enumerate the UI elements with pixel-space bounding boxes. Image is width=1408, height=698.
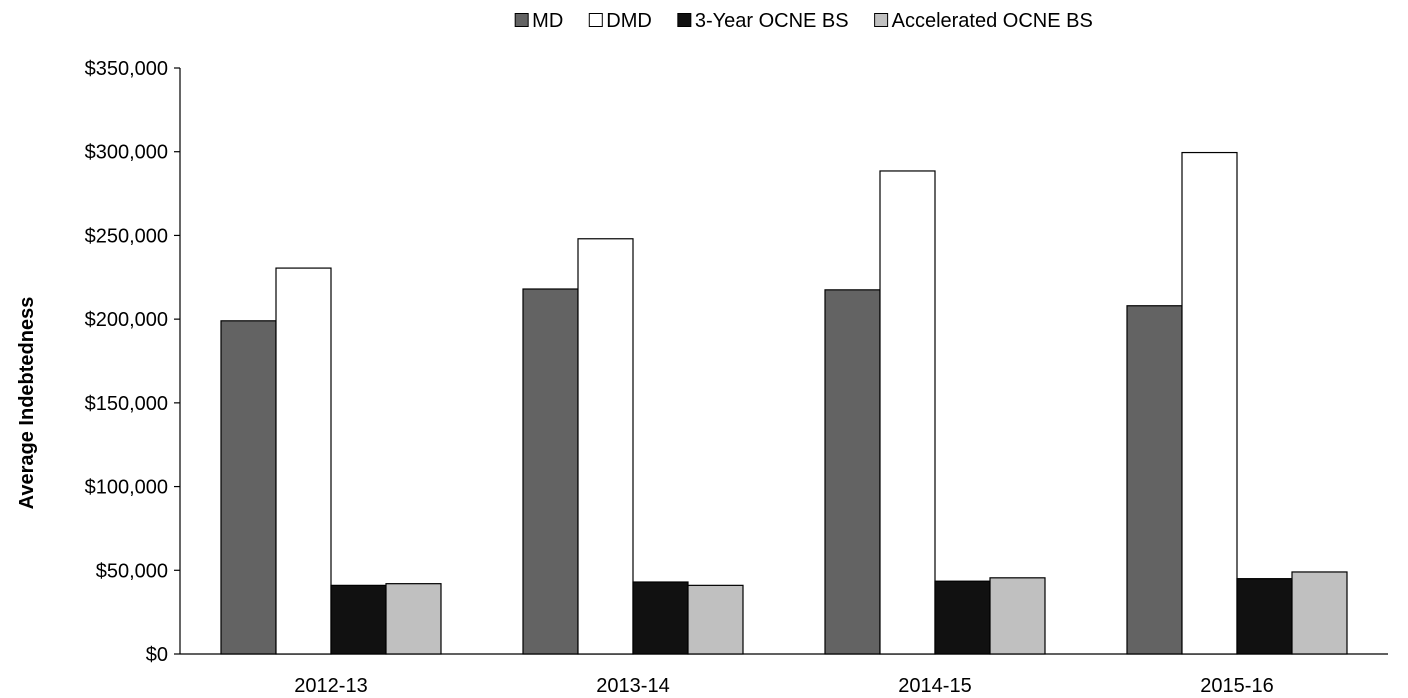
bar-accelerated-ocne-bs-2015-16: [1291, 571, 1348, 655]
bar-dmd-2014-15: [879, 170, 936, 655]
bar-md-2014-15: [824, 289, 881, 655]
legend-swatch: [874, 13, 889, 27]
bar-md-2012-13: [220, 320, 277, 655]
legend: MD DMD 3-Year OCNE BS Accelerated OCNE BS: [514, 10, 1093, 32]
legend-label: Accelerated OCNE BS: [892, 10, 1093, 32]
bar-3-year-ocne-bs-2015-16: [1236, 578, 1293, 655]
x-tick-label: 2013-14: [596, 675, 669, 697]
bar-accelerated-ocne-bs-2013-14: [687, 584, 744, 655]
bar-3-year-ocne-bs-2013-14: [632, 581, 689, 655]
y-tick-label: $350,000: [85, 58, 168, 80]
legend-swatch: [677, 13, 692, 27]
bars: [220, 151, 1348, 655]
y-tick-label: $250,000: [85, 225, 168, 247]
x-axis: 2012-13 2013-14 2014-15 2015-16: [180, 653, 1388, 697]
bar-accelerated-ocne-bs-2012-13: [385, 583, 442, 655]
bar-dmd-2015-16: [1181, 151, 1238, 655]
bar-3-year-ocne-bs-2014-15: [934, 580, 991, 655]
bar-3-year-ocne-bs-2012-13: [330, 584, 387, 655]
y-tick-label: $0: [146, 644, 168, 666]
bar-md-2015-16: [1126, 305, 1183, 655]
y-tick-label: $100,000: [85, 477, 168, 499]
x-tick-label: 2015-16: [1200, 675, 1273, 697]
y-tick-label: $50,000: [96, 560, 168, 582]
y-tick-label: $300,000: [85, 142, 168, 164]
bar-dmd-2013-14: [577, 238, 634, 655]
legend-swatch: [514, 13, 529, 27]
y-tick-label: $200,000: [85, 309, 168, 331]
legend-swatch: [588, 13, 603, 27]
x-tick-label: 2014-15: [898, 675, 971, 697]
y-tick-label: $150,000: [85, 393, 168, 415]
legend-label: 3-Year OCNE BS: [695, 10, 849, 32]
legend-label: MD: [532, 10, 563, 32]
legend-label: DMD: [606, 10, 652, 32]
bar-accelerated-ocne-bs-2014-15: [989, 577, 1046, 655]
y-axis-title: Average Indebtedness: [16, 297, 38, 510]
x-tick-label: 2012-13: [294, 675, 367, 697]
bar-md-2013-14: [522, 288, 579, 655]
y-axis: $0 $50,000 $100,000 $150,000 $200,000 $250,00…: [85, 58, 181, 666]
bar-dmd-2012-13: [275, 267, 332, 655]
